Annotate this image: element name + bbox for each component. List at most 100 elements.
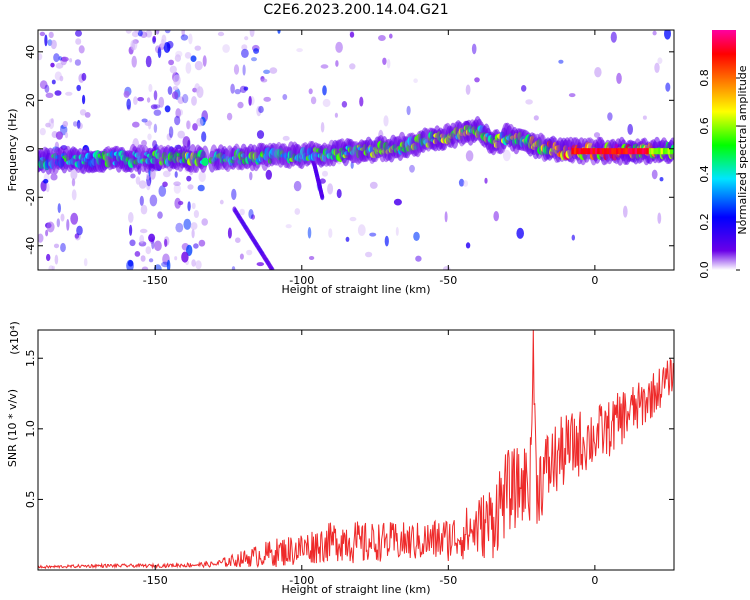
- noise-speckle-98: [131, 55, 137, 68]
- noise-speckle-277: [246, 249, 253, 256]
- noise-speckle-18: [60, 213, 65, 222]
- y-tick-label: 1.0: [24, 420, 37, 438]
- noise-speckle-342: [365, 251, 373, 258]
- ridge-tail-362: [578, 148, 582, 155]
- snr-y-axis-label: SNR (10 * v/v): [6, 389, 19, 467]
- noise-speckle-364: [533, 115, 539, 121]
- snr-x-ticks: -150 -100 -50 0: [143, 330, 598, 587]
- noise-speckle-31: [84, 112, 91, 118]
- noise-speckle-324: [341, 101, 348, 108]
- ridge-tail-383: [627, 148, 631, 155]
- noise-speckle-226: [198, 171, 206, 183]
- noise-speckle-114: [145, 30, 153, 38]
- y-tick-label: 40: [24, 45, 37, 59]
- noise-speckle-111: [186, 175, 192, 182]
- noise-speckle-198: [169, 65, 177, 74]
- noise-speckle-172: [174, 54, 181, 62]
- colorbar-tick-label: 0.6: [698, 117, 711, 135]
- ridge-tail-396: [658, 148, 662, 155]
- noise-speckle-338: [308, 256, 315, 260]
- ridge-tail-384: [630, 148, 633, 155]
- noise-speckle-273: [265, 169, 272, 180]
- noise-speckle-326: [335, 60, 339, 67]
- noise-speckle-292: [260, 78, 268, 83]
- noise-speckle-115: [173, 184, 181, 194]
- noise-speckle-360: [462, 180, 469, 187]
- noise-speckle-269: [244, 36, 249, 41]
- noise-speckle-128: [158, 185, 167, 197]
- noise-speckle-61: [39, 127, 46, 136]
- noise-speckle-107: [164, 105, 171, 113]
- x-tick-label: -50: [439, 574, 457, 587]
- noise-speckle-380: [616, 72, 622, 84]
- noise-speckle-376: [484, 177, 488, 184]
- noise-speckle-163: [187, 184, 194, 190]
- noise-speckle-275: [235, 237, 241, 243]
- ridge-tail-374: [606, 148, 610, 155]
- noise-speckle-164: [191, 202, 196, 210]
- x-tick-label: 0: [591, 274, 598, 287]
- noise-speckle-245: [155, 30, 160, 35]
- noise-speckle-288: [237, 101, 244, 109]
- noise-speckle-248: [198, 239, 206, 247]
- noise-speckle-372: [525, 99, 533, 105]
- noise-speckle-229: [127, 260, 134, 267]
- noise-speckle-158: [139, 228, 148, 234]
- spectrogram-marks: [38, 30, 674, 270]
- spectrogram-y-axis-label: Frequency (Hz): [6, 109, 19, 192]
- noise-speckle-180: [166, 133, 172, 141]
- noise-speckle-116: [130, 173, 136, 179]
- noise-speckle-317: [293, 180, 302, 192]
- ridge-tail-376: [611, 148, 615, 155]
- noise-speckle-151: [149, 194, 158, 207]
- noise-speckle-81: [81, 72, 87, 81]
- noise-speckle-63: [51, 265, 55, 270]
- noise-speckle-384: [521, 85, 527, 92]
- noise-speckle-240: [146, 173, 150, 180]
- noise-speckle-314: [406, 105, 411, 116]
- noise-speckle-313: [413, 78, 418, 83]
- noise-speckle-253: [126, 98, 131, 110]
- noise-speckle-43: [62, 120, 68, 128]
- noise-speckle-353: [568, 93, 576, 98]
- noise-speckle-118: [158, 96, 165, 108]
- ridge-tail-387: [637, 148, 641, 155]
- noise-speckle-146: [202, 55, 207, 67]
- noise-speckle-234: [148, 83, 153, 93]
- noise-speckle-138: [141, 266, 149, 270]
- noise-speckle-225: [167, 86, 173, 95]
- noise-speckle-334: [386, 58, 391, 69]
- x-tick-label: -100: [289, 574, 314, 587]
- noise-speckle-96: [174, 171, 178, 178]
- noise-speckle-221: [190, 222, 198, 230]
- x-tick-label: -100: [289, 274, 314, 287]
- noise-speckle-287: [248, 209, 254, 219]
- noise-speckle-165: [132, 121, 140, 128]
- y-tick-label: 1.5: [24, 349, 37, 367]
- noise-speckle-132: [197, 184, 205, 192]
- noise-speckle-227: [163, 42, 171, 53]
- noise-speckle-71: [78, 45, 85, 54]
- noise-speckle-201: [177, 96, 185, 104]
- noise-speckle-23: [79, 109, 87, 116]
- y-tick-label: -20: [24, 188, 37, 206]
- noise-speckle-169: [190, 55, 197, 62]
- noise-speckle-305: [393, 198, 402, 206]
- noise-speckle-296: [282, 94, 288, 100]
- noise-speckle-44: [43, 178, 49, 184]
- noise-speckle-315: [322, 85, 327, 96]
- noise-speckle-5: [51, 79, 56, 85]
- noise-speckle-293: [263, 69, 271, 75]
- noise-speckle-272: [249, 30, 255, 38]
- snr-panel: -150 -100 -50 0 0.5 1.0 1.5 Height of straigh…: [6, 321, 675, 596]
- noise-speckle-303: [395, 226, 399, 236]
- noise-speckle-117: [201, 131, 207, 142]
- noise-speckle-361: [465, 84, 471, 95]
- noise-speckle-60: [55, 131, 64, 140]
- noise-speckle-378: [665, 82, 671, 92]
- noise-speckle-265: [256, 130, 265, 139]
- noise-speckle-252: [164, 30, 171, 34]
- ridge-tail-363: [580, 148, 584, 155]
- noise-speckle-82: [44, 34, 48, 47]
- noise-speckle-264: [239, 208, 245, 216]
